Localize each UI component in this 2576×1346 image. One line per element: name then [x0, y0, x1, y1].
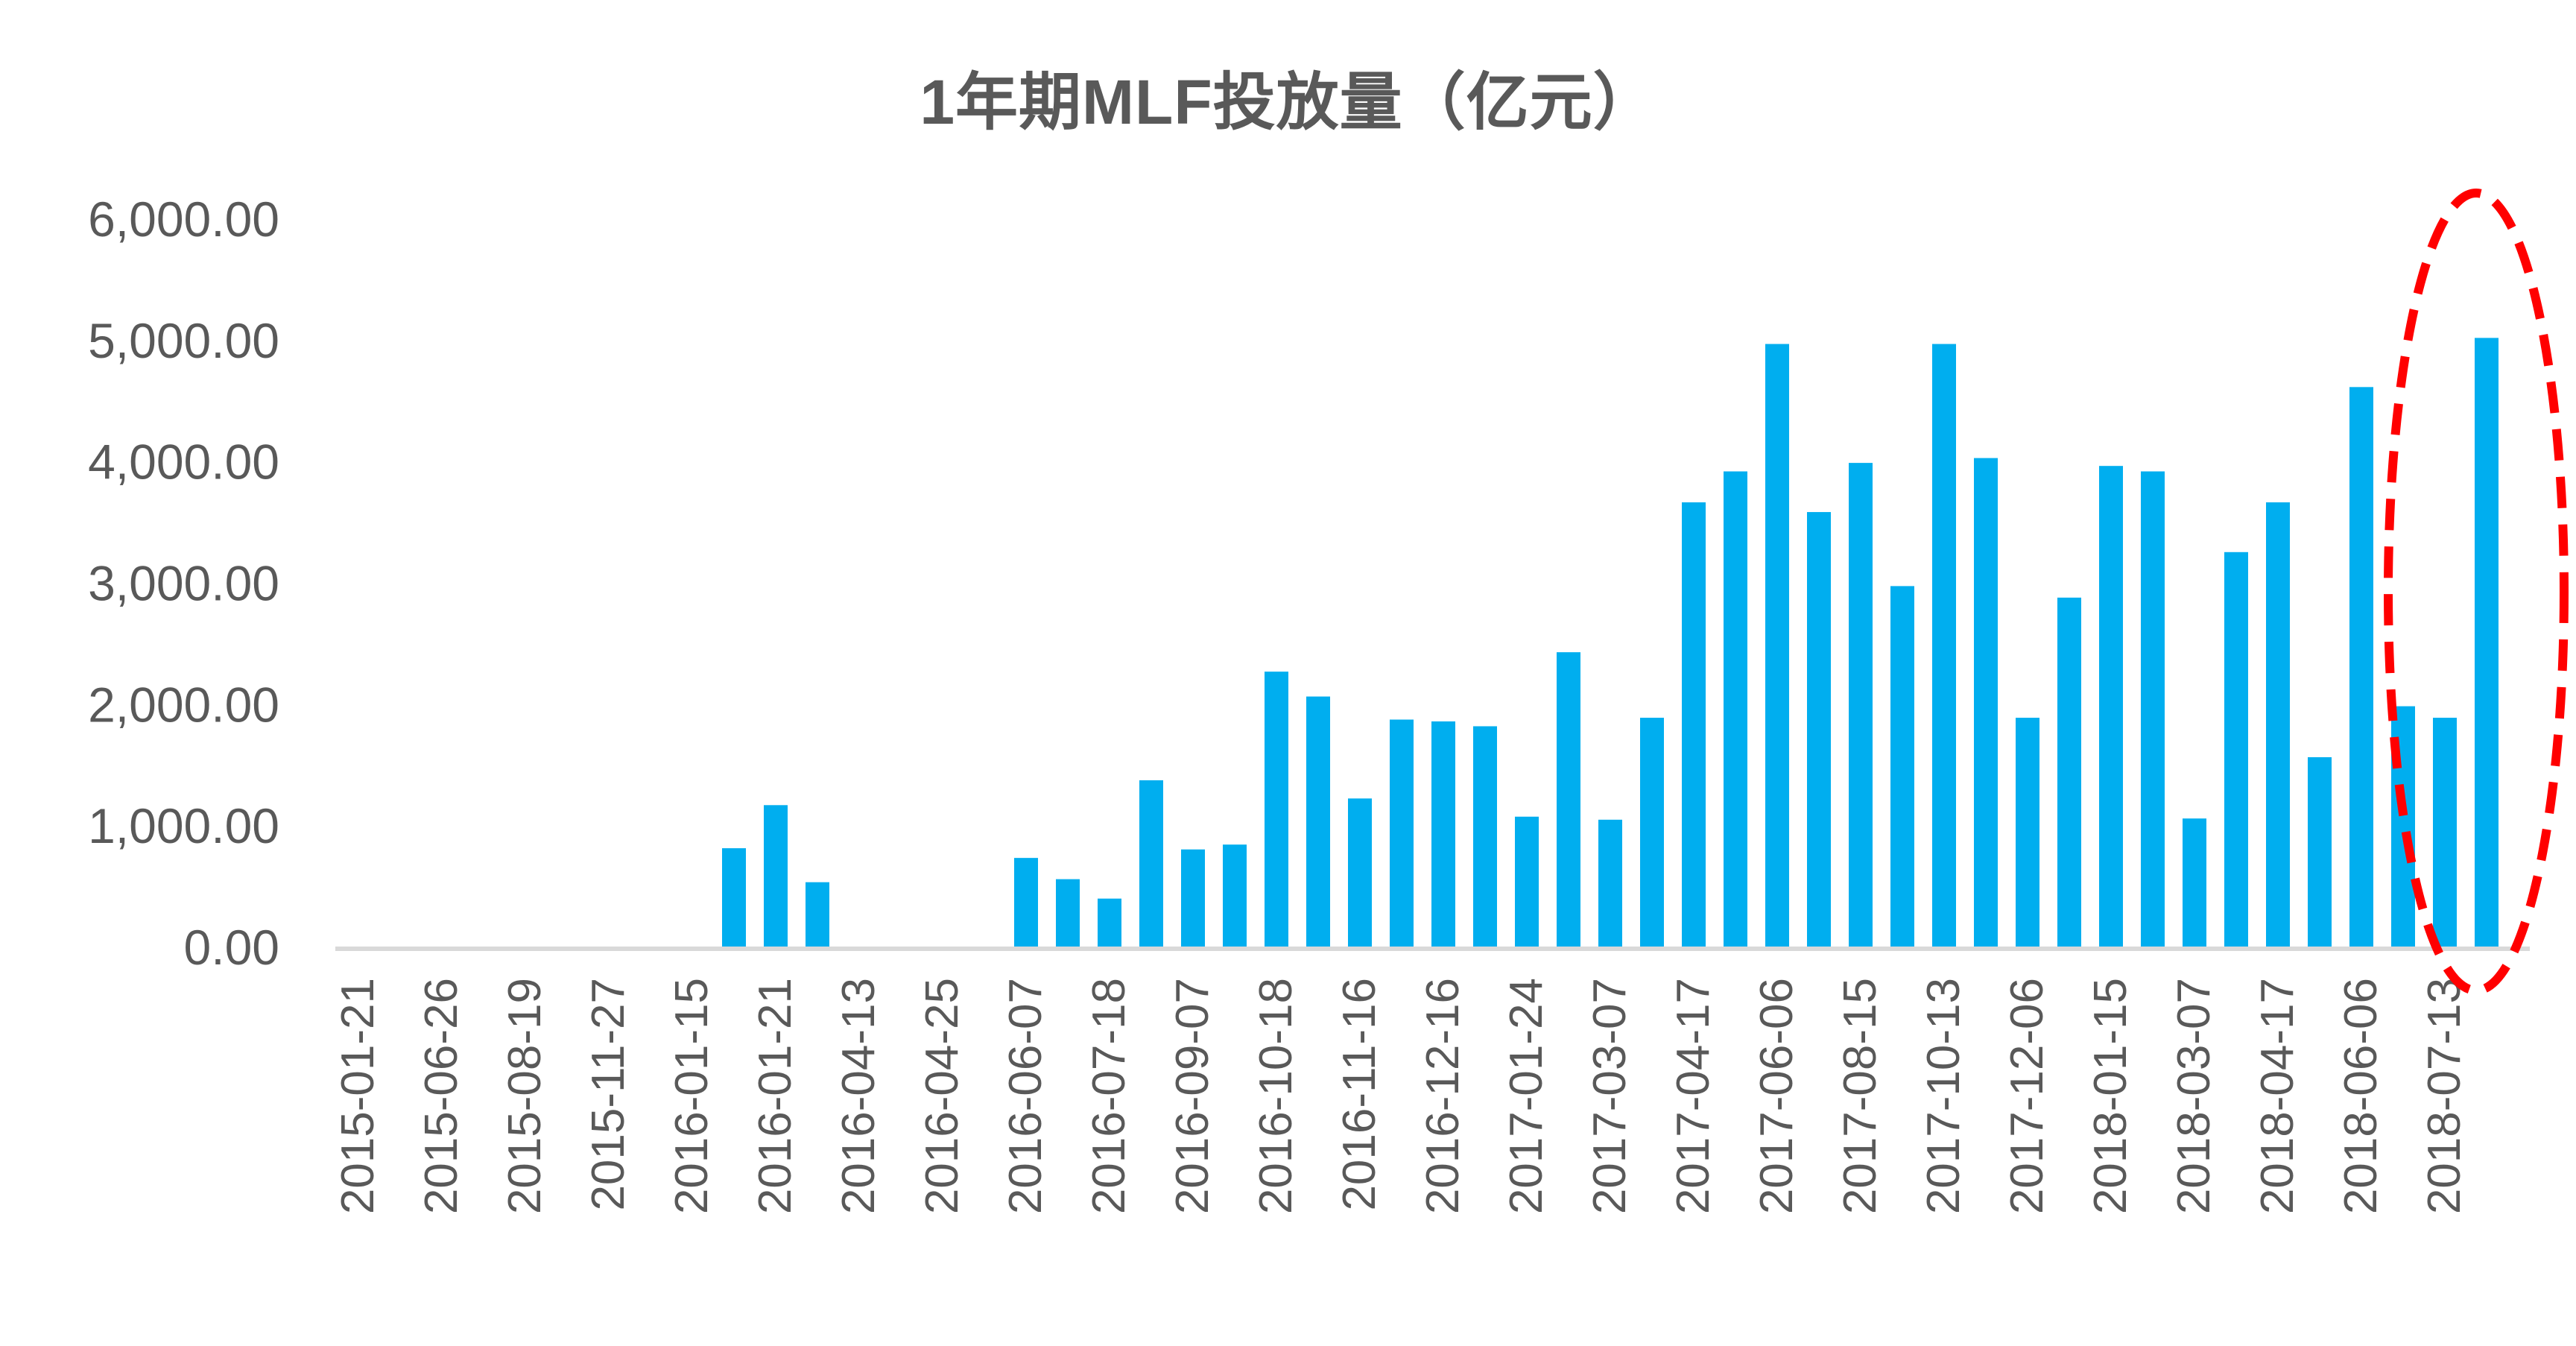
x-tick-label: 2015-11-27	[583, 978, 634, 1211]
bar	[2141, 471, 2165, 947]
bar	[1807, 512, 1831, 947]
bar	[1932, 344, 1956, 947]
x-tick-label: 2016-01-15	[666, 978, 718, 1214]
bar	[764, 805, 788, 947]
bar	[2224, 552, 2248, 947]
bar	[1515, 816, 1539, 947]
x-tick-label: 2016-10-18	[1250, 978, 1302, 1214]
bar	[1139, 780, 1163, 947]
bar	[1640, 718, 1664, 947]
x-tick-label: 2018-01-15	[2085, 978, 2136, 1214]
x-tick-label: 2015-01-21	[332, 978, 384, 1214]
bar	[1306, 696, 1330, 947]
x-tick-label: 2016-11-16	[1334, 978, 1385, 1211]
bar	[2308, 756, 2332, 947]
x-tick-label: 2017-08-15	[1835, 978, 1886, 1214]
chart-title: 1年期MLF投放量（亿元）	[920, 67, 1656, 137]
y-tick-label: 6,000.00	[88, 192, 279, 247]
bar	[1181, 849, 1205, 947]
x-tick-label: 2016-12-16	[1417, 978, 1469, 1214]
x-tick-label: 2016-04-13	[833, 978, 884, 1214]
x-tick-label: 2016-06-07	[1000, 978, 1051, 1214]
x-tick-label: 2018-03-07	[2168, 978, 2220, 1214]
x-tick-label: 2017-10-13	[1918, 978, 1969, 1214]
bar	[1890, 586, 1914, 947]
x-tick-label: 2017-01-24	[1501, 978, 1552, 1214]
x-tick-label: 2017-04-17	[1668, 978, 1719, 1214]
x-tick-label: 2018-07-13	[2419, 978, 2470, 1214]
highlight-ellipse	[2384, 189, 2569, 995]
bar	[1682, 502, 1706, 947]
y-tick-label: 1,000.00	[88, 798, 279, 853]
bar	[2099, 466, 2123, 947]
bar	[1098, 898, 1121, 947]
bar	[2183, 818, 2206, 947]
x-tick-label: 2018-04-17	[2252, 978, 2303, 1214]
bar	[1223, 844, 1247, 947]
x-tick-label: 2017-06-06	[1751, 978, 1803, 1214]
x-tick-label: 2016-09-07	[1167, 978, 1218, 1214]
bar	[2057, 597, 2081, 947]
bar	[1348, 798, 1372, 947]
bar	[722, 848, 746, 947]
bar	[2349, 387, 2373, 947]
bar	[2475, 338, 2499, 947]
x-tick-label: 2015-06-26	[416, 978, 467, 1214]
x-tick-label: 2017-12-06	[2001, 978, 2053, 1214]
bar	[1598, 819, 1622, 947]
y-tick-label: 3,000.00	[88, 556, 279, 611]
bar	[1431, 721, 1455, 947]
x-tick-label: 2017-03-07	[1584, 978, 1636, 1214]
bar	[2433, 718, 2457, 947]
bar	[1265, 672, 1288, 947]
x-tick-label: 2016-01-21	[750, 978, 801, 1214]
bar	[1473, 726, 1497, 947]
bar	[1014, 858, 1038, 947]
bar	[1849, 463, 1873, 947]
x-tick-label: 2015-08-19	[499, 978, 551, 1214]
y-tick-label: 2,000.00	[88, 677, 279, 732]
x-tick-label: 2018-06-06	[2335, 978, 2387, 1214]
bar	[806, 882, 829, 947]
bar	[1724, 471, 1747, 947]
y-tick-label: 5,000.00	[88, 313, 279, 368]
bar	[1557, 652, 1580, 947]
bar	[2266, 502, 2290, 947]
x-tick-label: 2016-04-25	[917, 978, 968, 1214]
bar	[1056, 879, 1080, 947]
y-tick-label: 4,000.00	[88, 435, 279, 490]
bar	[1765, 344, 1789, 947]
x-tick-label: 2016-07-18	[1083, 978, 1135, 1214]
bar	[1390, 719, 1414, 947]
y-tick-label: 0.00	[184, 920, 279, 975]
bar	[2016, 718, 2039, 947]
bar	[1974, 458, 1998, 947]
